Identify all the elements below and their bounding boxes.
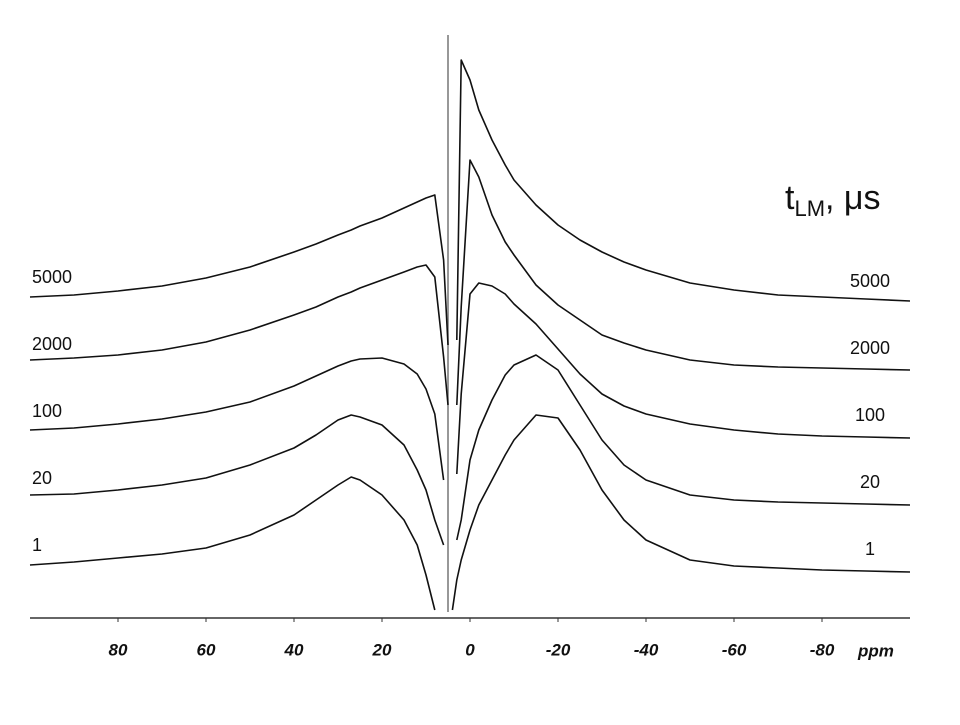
x-tick-label: 0 [465, 640, 475, 659]
legend-title: tLM, μs [785, 179, 881, 221]
spectrum-line [29, 59, 911, 346]
series-label-right: 5000 [850, 271, 890, 291]
series-label-left: 5000 [32, 267, 72, 287]
spectrum-line [29, 354, 911, 546]
x-tick-label: -40 [634, 640, 659, 659]
title-sub: LM [794, 196, 825, 221]
x-tick-label: -60 [722, 640, 747, 659]
series-label-left: 2000 [32, 334, 72, 354]
series-label-right: 1 [865, 539, 875, 559]
series-label-right: 20 [860, 472, 880, 492]
x-axis-label: ppm [857, 641, 894, 660]
series-label-right: 2000 [850, 338, 890, 358]
spectrum-line [29, 282, 911, 481]
series-label-left: 20 [32, 468, 52, 488]
x-tick-label: -80 [810, 640, 835, 659]
series-label-right: 100 [855, 405, 885, 425]
series-label-left: 100 [32, 401, 62, 421]
title-suffix: , μs [825, 179, 880, 217]
x-tick-label: 20 [372, 640, 392, 659]
x-tick-label: -20 [546, 640, 571, 659]
x-tick-label: 40 [284, 640, 304, 659]
spectrum-line [29, 159, 911, 406]
title-main: t [785, 179, 795, 217]
series-label-left: 1 [32, 535, 42, 555]
x-tick-label: 80 [109, 640, 128, 659]
x-tick-label: 60 [197, 640, 216, 659]
spectrum-line [29, 414, 911, 611]
